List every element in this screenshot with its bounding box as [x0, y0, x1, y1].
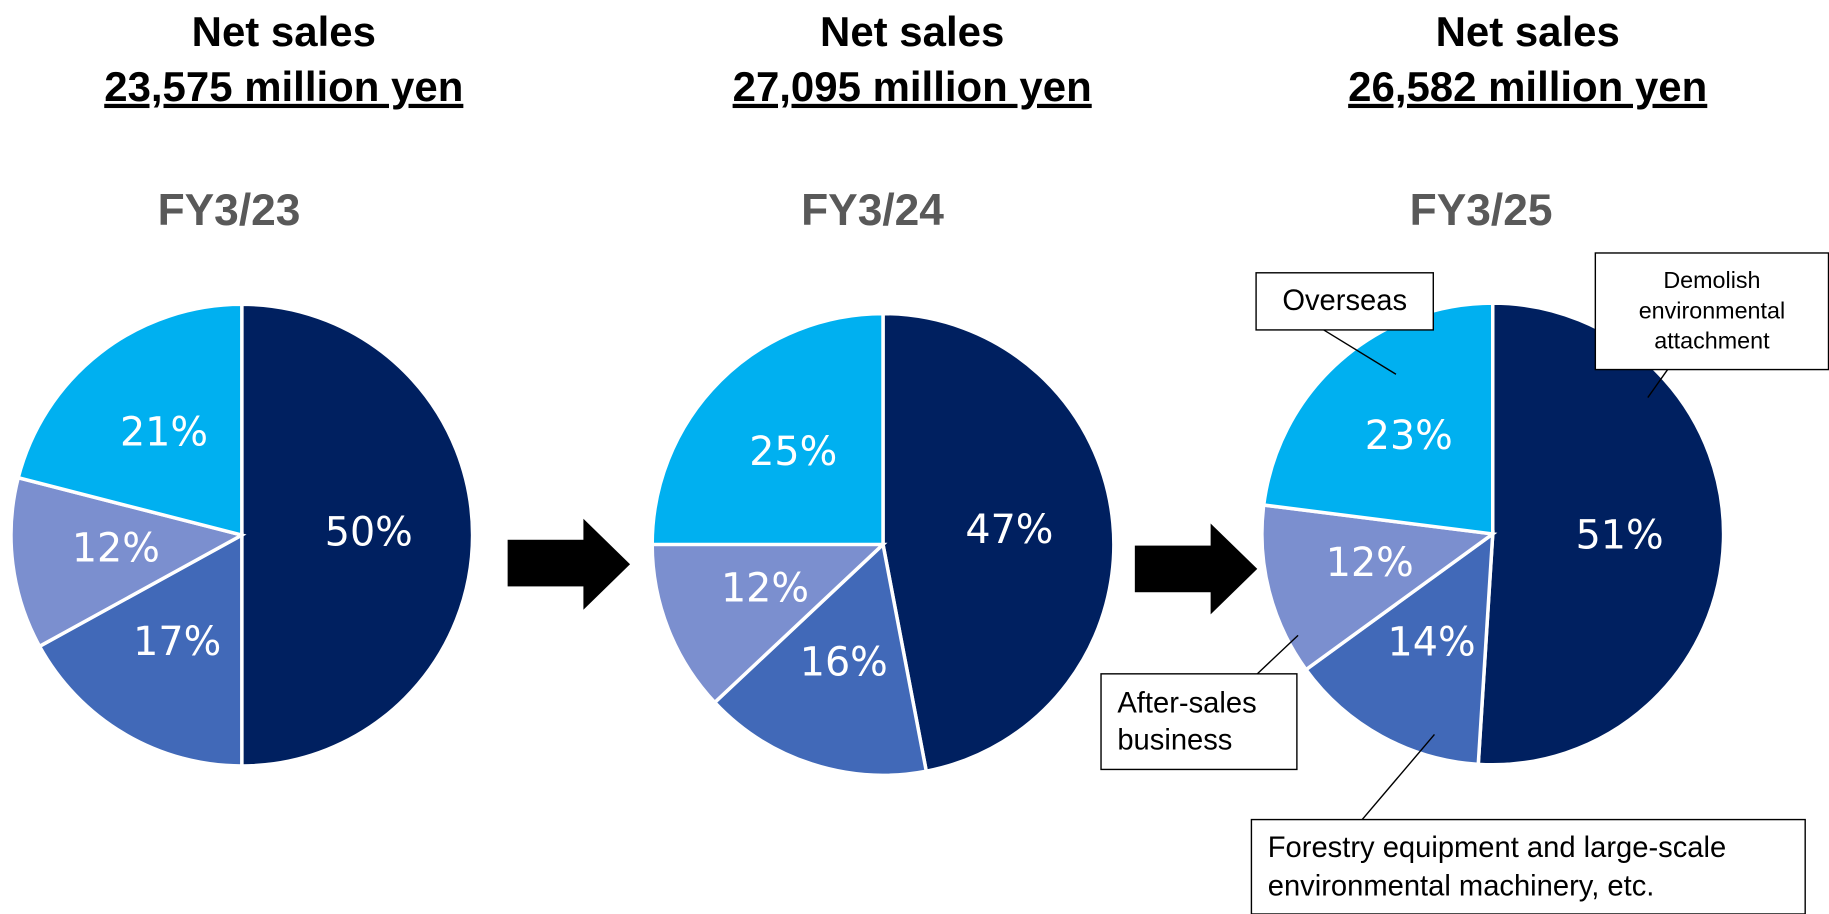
pie-slice [1303, 530, 1495, 767]
callout: After-sales business [1117, 686, 1257, 757]
data-label: 21% [120, 409, 208, 455]
net-sales-amount: 27,095 million yen [733, 63, 1092, 110]
data-label: 23% [1365, 413, 1453, 459]
leader-line [1323, 329, 1397, 375]
data-label: 12% [72, 526, 160, 572]
pie-slice [240, 302, 475, 768]
callout-box [1255, 272, 1434, 331]
headline: Net sales [192, 8, 376, 55]
arrow [1134, 523, 1258, 615]
category-label: Forestry equipment and large-scale envir… [1267, 831, 1727, 902]
chart-title: FY3/24 [801, 186, 944, 235]
callout: Demolish environmental attachment [1638, 268, 1786, 355]
net-sales-amount: 23,575 million yen [104, 63, 463, 110]
callout: Overseas [1282, 284, 1408, 318]
pie-slice [1261, 301, 1495, 536]
pie-slice [650, 311, 885, 547]
callout-box [1250, 818, 1806, 914]
net-sales-amount: 26,582 million yen [1348, 63, 1707, 110]
data-label: 12% [1326, 540, 1414, 586]
callout-box [1100, 673, 1298, 771]
category-label: After-sales business [1117, 686, 1257, 757]
leader-line [1361, 734, 1435, 821]
data-label: 50% [325, 510, 413, 556]
pie-slice [712, 540, 929, 777]
data-label: 25% [749, 429, 837, 475]
data-label: 51% [1576, 512, 1664, 558]
leader-line [1647, 369, 1669, 398]
data-label: 47% [965, 507, 1053, 553]
headline: Net sales [820, 8, 1004, 55]
data-label: 12% [721, 566, 809, 612]
pie-slice [881, 311, 1116, 774]
pie-slice [9, 475, 247, 649]
chart-title: FY3/25 [1410, 186, 1553, 235]
category-label: Overseas [1282, 284, 1408, 318]
leader-line [1256, 634, 1299, 675]
category-label: Demolish environmental attachment [1638, 268, 1786, 355]
pie-slice [650, 542, 888, 705]
chart-title: FY3/23 [158, 186, 301, 235]
data-label: 16% [800, 640, 888, 686]
data-label: 14% [1388, 620, 1476, 666]
callout: Forestry equipment and large-scale envir… [1267, 831, 1727, 902]
callout-box [1594, 252, 1829, 371]
pie-slice [37, 532, 244, 768]
arrow [507, 518, 631, 610]
pie-slice [16, 302, 244, 538]
data-label: 17% [133, 619, 221, 665]
pie-slice [1260, 503, 1498, 673]
headline: Net sales [1436, 8, 1620, 55]
